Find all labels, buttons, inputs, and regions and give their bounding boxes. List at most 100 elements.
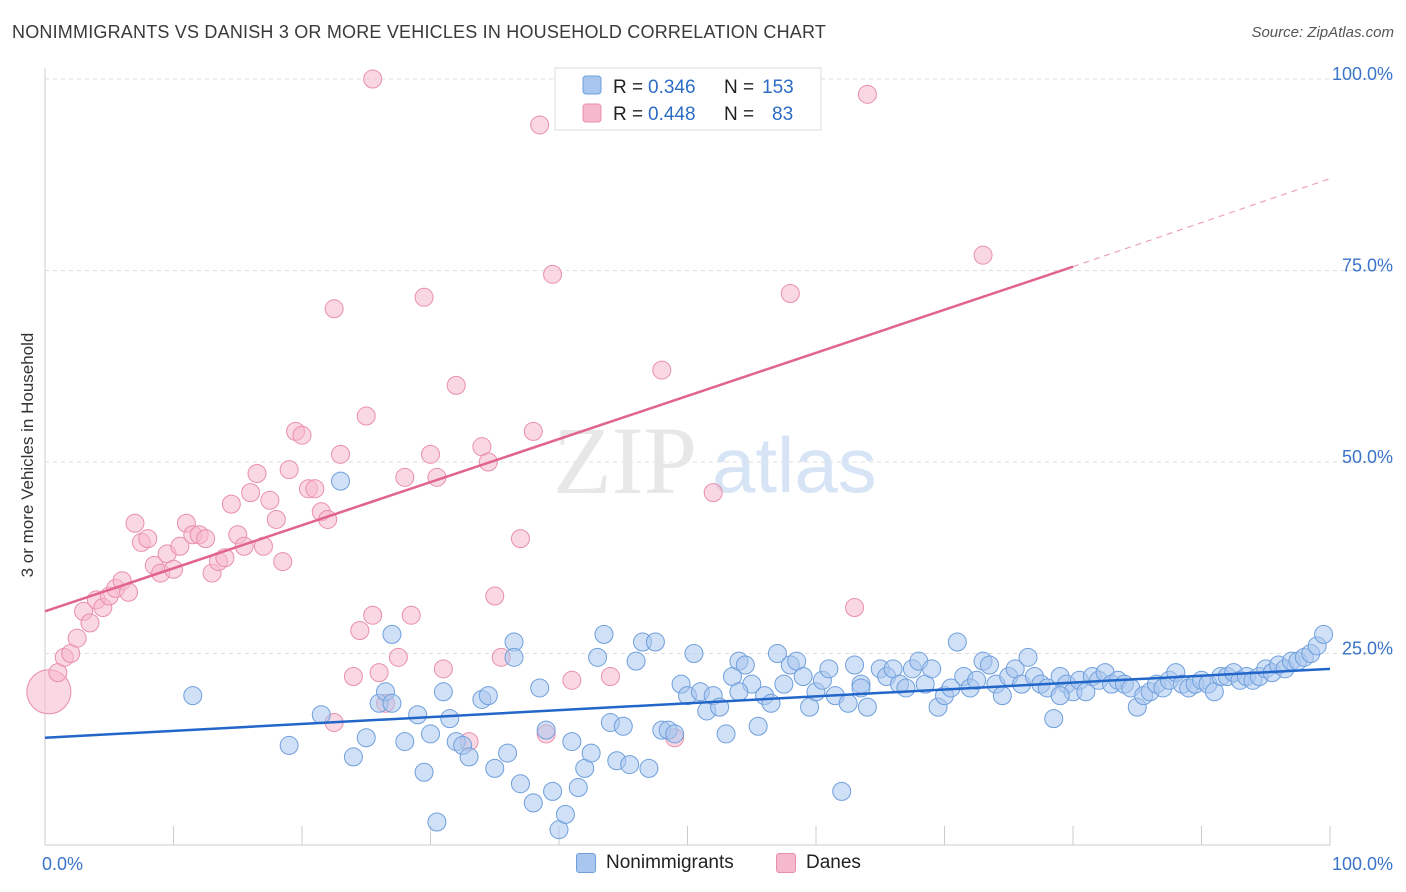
point-danes-34 xyxy=(260,490,280,510)
point-nonimmigrants-5 xyxy=(356,728,376,748)
point-danes-39 xyxy=(292,425,312,445)
point-danes-63 xyxy=(485,586,505,606)
point-nonimmigrants-41 xyxy=(613,716,633,736)
legend-n-value-2: 83 xyxy=(772,104,793,125)
point-nonimmigrants-52 xyxy=(684,644,704,663)
legend-r-label-2: R = xyxy=(613,104,643,125)
point-danes-79 xyxy=(973,245,993,265)
source-label: Source: ZipAtlas.com xyxy=(1251,24,1394,41)
point-nonimmigrants-38 xyxy=(594,624,614,644)
point-danes-47 xyxy=(350,621,370,641)
point-danes-37 xyxy=(279,460,299,480)
trend-line-danes-extension xyxy=(1072,178,1331,268)
point-nonimmigrants-26 xyxy=(510,774,530,794)
point-danes-36 xyxy=(273,552,293,572)
point-nonimmigrants-27 xyxy=(523,793,543,813)
point-danes-66 xyxy=(523,421,543,441)
legend-r-value-2: 0.448 xyxy=(648,104,696,125)
point-nonimmigrants-149 xyxy=(851,678,871,698)
point-danes-45 xyxy=(331,444,351,464)
point-danes-4 xyxy=(67,628,87,648)
point-nonimmigrants-151 xyxy=(729,682,749,702)
point-nonimmigrants-30 xyxy=(543,781,563,801)
watermark: ZIP atlas xyxy=(553,407,877,514)
point-nonimmigrants-33 xyxy=(562,732,582,752)
point-danes-53 xyxy=(395,467,415,487)
point-nonimmigrants-91 xyxy=(947,632,967,652)
point-danes-54 xyxy=(401,605,421,625)
point-nonimmigrants-152 xyxy=(1050,686,1070,706)
point-danes-56 xyxy=(421,444,440,464)
point-nonimmigrants-9 xyxy=(382,693,402,713)
point-nonimmigrants-83 xyxy=(896,678,916,698)
point-nonimmigrants-102 xyxy=(1018,647,1038,667)
bottom-legend-label-danes: Danes xyxy=(806,852,861,873)
point-nonimmigrants-13 xyxy=(421,724,440,744)
point-danes-46 xyxy=(343,666,363,686)
legend-swatch-danes xyxy=(582,103,602,123)
point-nonimmigrants-78 xyxy=(857,697,877,717)
point-nonimmigrants-68 xyxy=(793,666,813,686)
point-danes-80 xyxy=(363,69,383,89)
point-danes-48 xyxy=(356,406,376,426)
point-nonimmigrants-76 xyxy=(845,655,865,675)
point-danes-52 xyxy=(388,647,408,667)
bottom-legend-danes: Danes xyxy=(776,852,861,874)
grid-lines xyxy=(45,78,1395,654)
point-nonimmigrants-46 xyxy=(645,632,665,652)
point-nonimmigrants-10 xyxy=(395,732,415,752)
point-nonimmigrants-2 xyxy=(311,705,331,725)
point-nonimmigrants-98 xyxy=(992,686,1012,706)
point-danes-31 xyxy=(241,483,261,503)
top-legend: R = 0.346 N = 153 R = 0.448 N = 83 xyxy=(554,67,822,131)
watermark-atlas: atlas xyxy=(712,421,877,509)
point-nonimmigrants-3 xyxy=(331,471,351,491)
trend-lines xyxy=(44,178,1331,740)
bottom-legend-label-nonimmigrants: Nonimmigrants xyxy=(606,852,734,873)
y-tick-label-1: 50.0% xyxy=(1342,447,1393,467)
point-nonimmigrants-22 xyxy=(485,758,505,778)
point-nonimmigrants-49 xyxy=(665,724,685,744)
point-danes-70 xyxy=(562,670,582,690)
series-nonimmigrants xyxy=(183,471,1334,840)
swatch-nonimmigrants xyxy=(576,853,596,873)
point-nonimmigrants-64 xyxy=(767,644,787,663)
point-nonimmigrants-42 xyxy=(620,755,640,775)
point-nonimmigrants-87 xyxy=(922,659,942,679)
point-danes-13 xyxy=(125,513,145,533)
axes xyxy=(44,68,1331,846)
legend-swatch-nonimmigrants xyxy=(582,75,602,95)
point-nonimmigrants-32 xyxy=(555,804,575,824)
point-danes-15 xyxy=(138,529,158,549)
point-danes-41 xyxy=(305,479,325,499)
point-danes-55 xyxy=(414,287,434,307)
point-nonimmigrants-148 xyxy=(1314,624,1334,644)
point-nonimmigrants-12 xyxy=(414,762,434,782)
point-nonimmigrants-96 xyxy=(979,655,999,675)
point-nonimmigrants-94 xyxy=(967,670,987,690)
point-nonimmigrants-19 xyxy=(459,747,479,767)
point-nonimmigrants-15 xyxy=(433,682,453,702)
legend-n-label-1: N = xyxy=(724,77,754,98)
point-danes-65 xyxy=(510,529,530,549)
legend-r-label-1: R = xyxy=(613,77,643,98)
point-nonimmigrants-29 xyxy=(536,720,556,740)
point-nonimmigrants-60 xyxy=(735,655,755,675)
point-nonimmigrants-150 xyxy=(761,693,781,713)
tick-labels: 25.0% 50.0% 75.0% 100.0% 0.0% 100.0% xyxy=(42,64,1393,874)
trend-line-danes xyxy=(44,265,1074,613)
y-tick-label-3: 100.0% xyxy=(1332,64,1393,84)
point-nonimmigrants-62 xyxy=(748,716,768,736)
swatch-danes xyxy=(776,853,796,873)
y-tick-label-0: 25.0% xyxy=(1342,639,1393,659)
point-nonimmigrants-23 xyxy=(498,743,518,763)
point-nonimmigrants-106 xyxy=(1044,709,1064,729)
point-danes-6 xyxy=(80,613,100,633)
chart-title: NONIMMIGRANTS VS DANISH 3 OR MORE VEHICL… xyxy=(12,22,827,42)
point-nonimmigrants-36 xyxy=(581,743,601,763)
point-danes-76 xyxy=(780,283,800,303)
point-nonimmigrants-16 xyxy=(440,709,460,729)
point-danes-58 xyxy=(433,659,453,679)
point-nonimmigrants-21 xyxy=(478,686,498,706)
point-nonimmigrants-43 xyxy=(626,651,646,671)
